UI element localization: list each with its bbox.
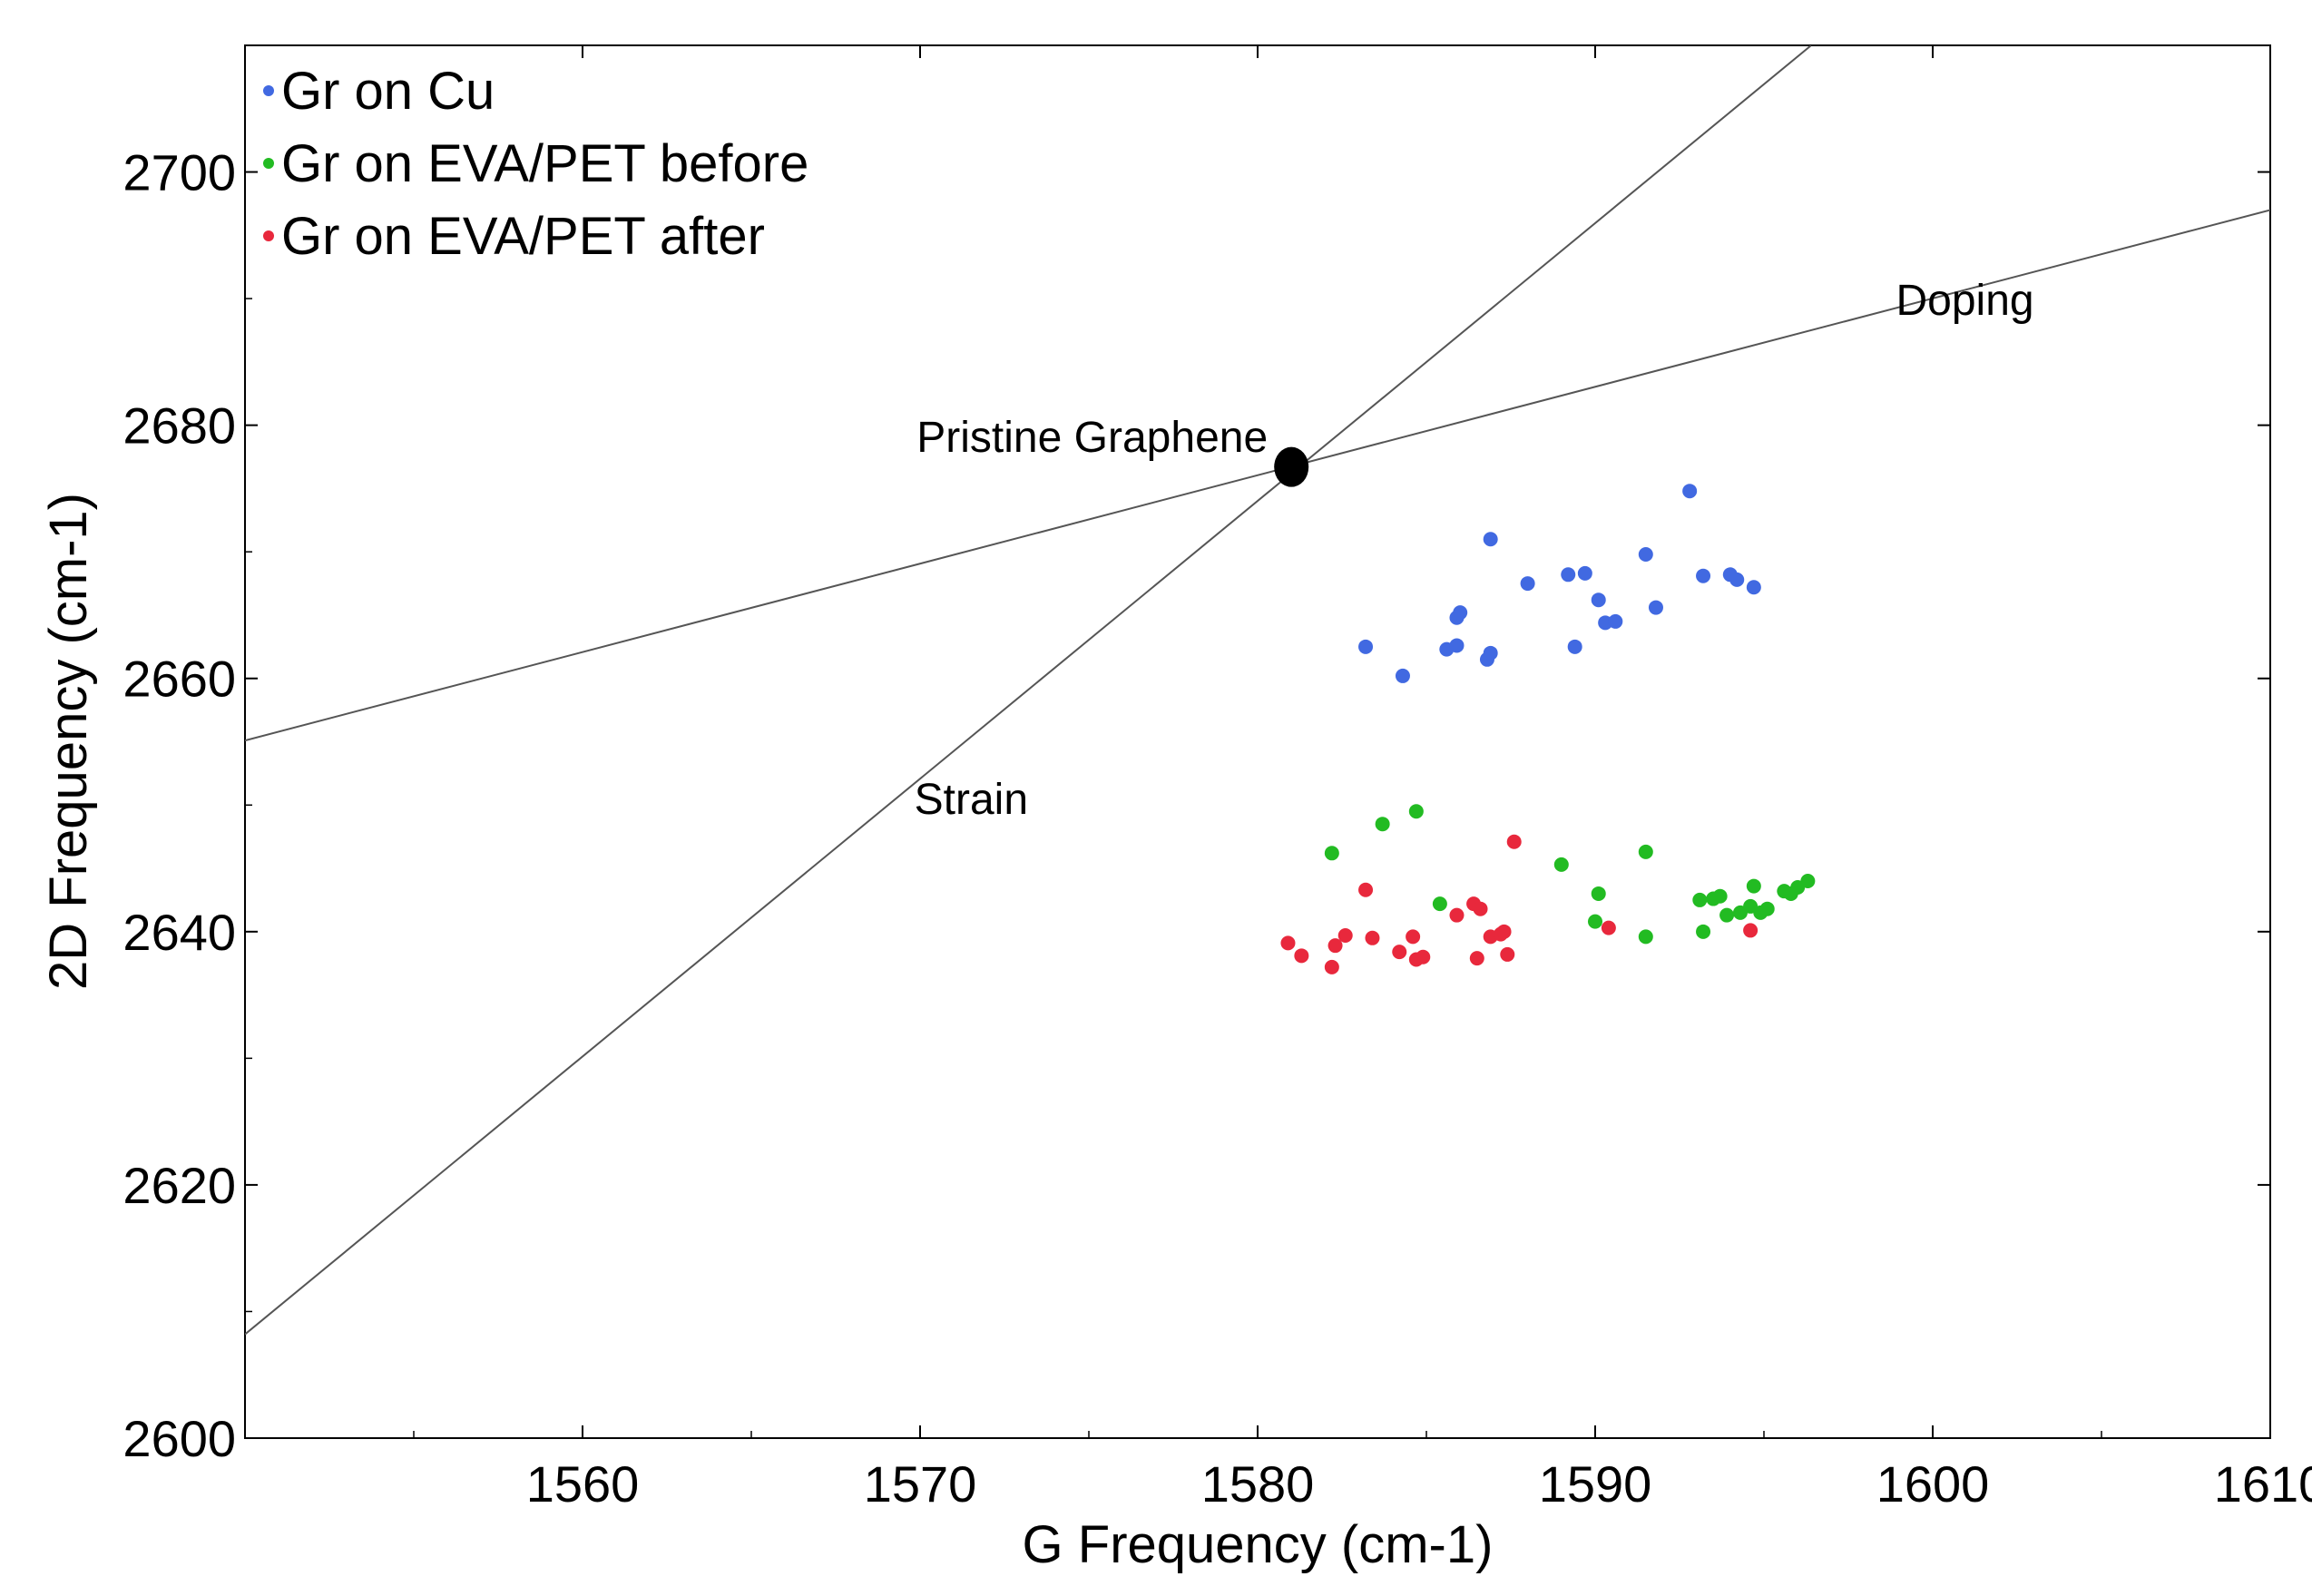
strain-line — [245, 45, 1812, 1336]
point-series-0 — [1483, 532, 1498, 547]
legend: Gr on Cu Gr on EVA/PET before Gr on EVA/PE… — [263, 62, 808, 266]
point-series-2 — [1406, 929, 1421, 945]
axes: 1560 1570 1580 1590 1600 1610 2600 2620 2640 2660… — [122, 44, 2312, 1513]
point-series-2 — [1280, 935, 1296, 951]
x-tick-label: 1560 — [526, 1455, 640, 1513]
point-series-0 — [1682, 484, 1698, 499]
point-series-1 — [1719, 907, 1735, 923]
point-series-1 — [1638, 844, 1653, 859]
point-series-2 — [1469, 951, 1484, 966]
point-series-0 — [1696, 568, 1711, 583]
x-axis-title: G Frequency (cm-1) — [1023, 1515, 1494, 1574]
point-series-0 — [1453, 605, 1468, 621]
point-series-0 — [1648, 600, 1663, 615]
point-series-1 — [1692, 892, 1708, 907]
x-tick-label: 1580 — [1201, 1455, 1315, 1513]
point-series-2 — [1743, 923, 1758, 938]
legend-label-1: Gr on EVA/PET before — [281, 134, 808, 193]
point-series-1 — [1696, 924, 1711, 939]
point-series-2 — [1496, 924, 1512, 939]
point-series-2 — [1449, 907, 1465, 923]
point-series-2 — [1392, 945, 1407, 960]
legend-label-0: Gr on Cu — [281, 62, 495, 121]
y-tick-label: 2620 — [122, 1157, 236, 1214]
y-tick-label: 2660 — [122, 651, 236, 708]
y-tick-label: 2700 — [122, 144, 236, 201]
y-tick-label: 2680 — [122, 397, 236, 455]
point-series-0 — [1449, 638, 1465, 653]
point-series-0 — [1577, 565, 1592, 581]
strain-label: Strain — [915, 776, 1028, 824]
point-series-1 — [1553, 857, 1569, 872]
point-series-0 — [1729, 572, 1745, 587]
point-series-0 — [1520, 576, 1535, 592]
plot-area — [244, 44, 2271, 1439]
x-tick-label: 1590 — [1539, 1455, 1652, 1513]
pristine-graphene-label: Pristine Graphene — [916, 414, 1268, 462]
point-series-2 — [1294, 948, 1309, 964]
point-series-2 — [1365, 930, 1380, 945]
point-series-2 — [1473, 901, 1488, 916]
point-series-0 — [1395, 668, 1410, 683]
x-tick-label: 1610 — [2214, 1455, 2312, 1513]
point-series-0 — [1561, 567, 1576, 583]
point-series-2 — [1500, 946, 1515, 962]
point-series-0 — [1746, 580, 1761, 595]
point-series-1 — [1800, 874, 1816, 888]
legend-marker-0 — [263, 85, 274, 96]
point-series-2 — [1506, 834, 1522, 849]
point-series-0 — [1567, 639, 1582, 654]
point-series-1 — [1591, 886, 1606, 901]
point-series-1 — [1432, 896, 1447, 912]
doping-label: Doping — [1896, 277, 2033, 325]
point-series-0 — [1638, 546, 1653, 562]
legend-marker-2 — [263, 230, 274, 241]
point-series-1 — [1638, 929, 1653, 945]
point-series-2 — [1416, 949, 1431, 964]
point-series-1 — [1324, 846, 1339, 861]
point-series-2 — [1327, 938, 1343, 954]
point-series-1 — [1746, 878, 1761, 894]
point-series-1 — [1759, 901, 1775, 916]
y-axis-title: 2D Frequency (cm-1) — [39, 493, 98, 990]
point-series-0 — [1591, 592, 1606, 608]
annotations: Pristine Graphene Strain Doping — [915, 277, 2034, 824]
point-series-2 — [1358, 882, 1374, 897]
point-series-1 — [1588, 914, 1602, 929]
point-series-0 — [1483, 645, 1498, 661]
point-series-2 — [1337, 928, 1353, 944]
point-series-1 — [1375, 817, 1390, 832]
point-series-2 — [1324, 959, 1339, 974]
x-tick-label: 1600 — [1876, 1455, 1990, 1513]
doping-line — [245, 209, 2270, 742]
legend-marker-1 — [263, 158, 274, 169]
pristine-graphene-marker — [1274, 446, 1309, 487]
point-series-1 — [1712, 888, 1728, 904]
y-tick-label: 2600 — [122, 1410, 236, 1467]
point-series-0 — [1608, 613, 1623, 629]
data-points — [1274, 446, 1816, 974]
x-tick-label: 1570 — [864, 1455, 977, 1513]
point-series-2 — [1601, 920, 1616, 935]
legend-label-2: Gr on EVA/PET after — [281, 207, 765, 266]
point-series-1 — [1408, 804, 1424, 819]
y-tick-label: 2640 — [122, 904, 236, 961]
point-series-0 — [1358, 639, 1374, 654]
reference-lines — [245, 45, 2270, 1336]
